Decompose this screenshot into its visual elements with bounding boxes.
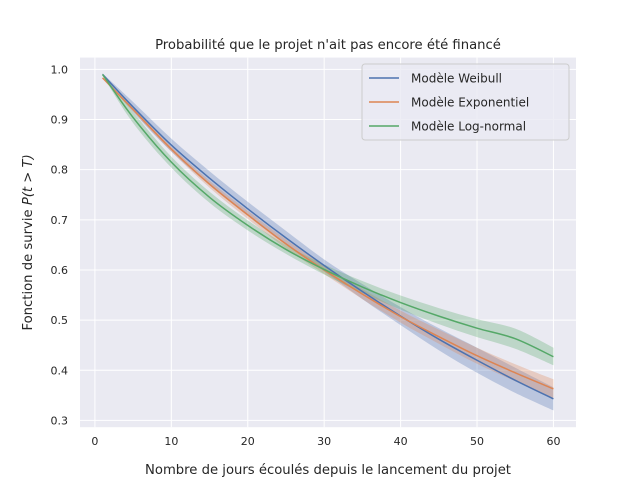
- x-tick-label: 10: [164, 435, 178, 448]
- x-tick-label: 40: [394, 435, 408, 448]
- series-lines: [101, 73, 554, 400]
- legend-label: Modèle Weibull: [411, 72, 502, 86]
- chart-title: Probabilité que le projet n'ait pas enco…: [155, 37, 501, 53]
- x-tick-label: 30: [317, 435, 331, 448]
- legend-box: [361, 63, 570, 141]
- y-axis-label: Fonction de survie P(t > T): [21, 154, 36, 330]
- series-line: [101, 73, 554, 358]
- y-tick-label: 0.4: [51, 364, 69, 377]
- y-tick-label: 0.3: [51, 414, 69, 427]
- x-tick-labels: 0 10 20 30 40 50 60: [91, 435, 560, 448]
- y-tick-label: 0.5: [51, 314, 69, 327]
- y-tick-label: 0.6: [51, 264, 69, 277]
- x-tick-label: 20: [241, 435, 255, 448]
- y-tick-label: 0.7: [51, 214, 69, 227]
- y-tick-label: 1.0: [51, 63, 69, 76]
- x-tick-label: 0: [91, 435, 98, 448]
- series-line: [102, 73, 554, 400]
- y-tick-label: 0.9: [51, 114, 69, 127]
- y-tick-labels: 0.3 0.4 0.5 0.6 0.7 0.8 0.9 1.0: [51, 63, 69, 427]
- legend-label: Modèle Log-normal: [411, 120, 526, 134]
- x-tick-label: 50: [470, 435, 484, 448]
- y-axis-label-text: Fonction de survie: [21, 205, 36, 330]
- legend-label: Modèle Exponentiel: [411, 96, 529, 110]
- y-tick-label: 0.8: [51, 164, 69, 177]
- confidence-band: [102, 77, 554, 399]
- legend: Modèle Weibull Modèle Exponentiel Modèle L…: [361, 63, 570, 141]
- legend-entries: Modèle Weibull Modèle Exponentiel Modèle L…: [369, 72, 529, 134]
- x-tick-label: 60: [546, 435, 560, 448]
- x-axis-label: Nombre de jours écoulés depuis le lancem…: [145, 462, 511, 478]
- y-axis-label-math: P(t > T): [21, 154, 36, 205]
